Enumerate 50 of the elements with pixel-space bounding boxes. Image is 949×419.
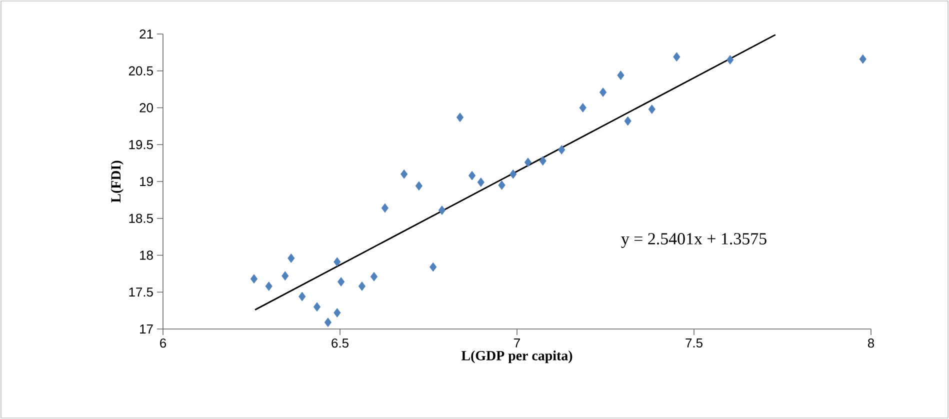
point <box>539 156 546 166</box>
point <box>337 277 345 286</box>
y-tick-label: 19 <box>140 176 153 186</box>
point <box>370 272 378 282</box>
point <box>430 262 437 272</box>
point <box>282 271 289 281</box>
x-tick-label: 6 <box>160 338 166 348</box>
point <box>617 70 624 80</box>
point <box>468 170 476 180</box>
point <box>381 203 389 213</box>
x-tick-label: 7.5 <box>686 338 702 348</box>
point <box>334 308 341 318</box>
x-axis-title: L(GDP per capita) <box>461 350 572 364</box>
y-tick-label: 21 <box>140 29 153 39</box>
y-tick-label: 19.5 <box>129 140 153 150</box>
y-axis-title: L(FDI) <box>110 160 124 203</box>
y-tick-label: 20 <box>140 103 153 112</box>
point <box>510 169 517 179</box>
point <box>599 88 607 97</box>
x-tick-label: 7 <box>514 338 520 348</box>
point <box>624 116 632 126</box>
y-tick-label: 17 <box>140 324 153 334</box>
point <box>859 54 866 64</box>
point <box>579 103 586 112</box>
point <box>324 318 332 328</box>
point <box>438 206 446 215</box>
point <box>558 145 566 154</box>
y-tick-label: 20.5 <box>128 66 153 76</box>
point <box>400 169 408 179</box>
y-tick-label: 17.5 <box>129 288 153 297</box>
point <box>415 181 423 191</box>
y-tick-label: 18 <box>140 250 153 260</box>
point <box>726 55 734 65</box>
x-tick-label: 6.5 <box>332 338 348 348</box>
point <box>524 158 532 168</box>
point <box>288 254 295 263</box>
point <box>265 282 272 291</box>
point <box>673 52 680 62</box>
point <box>313 302 321 312</box>
point <box>456 112 464 122</box>
point <box>477 178 484 187</box>
point <box>334 257 341 267</box>
point <box>250 274 258 284</box>
point <box>358 282 366 291</box>
y-tick-label: 18.5 <box>129 214 153 223</box>
point <box>298 292 306 302</box>
point <box>498 180 506 190</box>
point <box>648 104 656 114</box>
x-tick-label: 8 <box>868 338 874 348</box>
annotation: y = 2.5401x + 1.3575 <box>621 233 766 248</box>
